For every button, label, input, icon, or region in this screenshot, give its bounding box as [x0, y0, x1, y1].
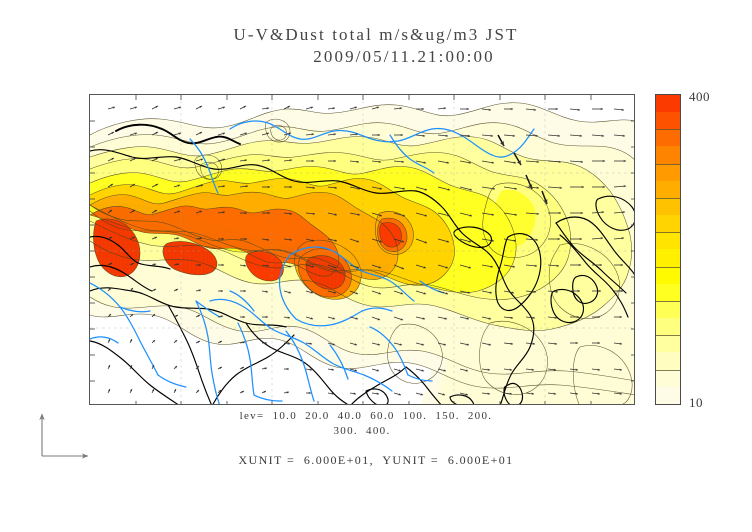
dust-concentration-map [90, 95, 634, 404]
map-plot-area[interactable] [89, 94, 635, 405]
colorbar-band [656, 146, 680, 164]
colorbar-band [656, 232, 680, 250]
colorbar-band [656, 318, 680, 336]
colorbar-legend[interactable]: 400 10 [655, 89, 710, 410]
colorbar-min-label: 10 [689, 395, 703, 410]
wind-vectors-strong [497, 134, 548, 205]
colorbar-gradient[interactable] [655, 94, 681, 405]
axis-ticks [90, 95, 634, 404]
chart-title-block: U-V&Dust total m/s&ug/m3 JST 2009/05/11.… [0, 24, 752, 68]
map-gridlines [90, 95, 634, 404]
colorbar-band [656, 300, 680, 319]
contour-levels-line-1: lev= 10.0 20.0 40.0 60.0 100. 150. 200. [239, 410, 493, 422]
colorbar-band [656, 180, 680, 198]
colorbar-band [656, 197, 680, 216]
colorbar-band [656, 163, 680, 181]
colorbar-band [656, 112, 680, 130]
colorbar-band [656, 335, 680, 353]
colorbar-band [656, 283, 680, 301]
colorbar-band [656, 95, 680, 113]
contour-levels-line-2: 300. 400. [333, 425, 391, 437]
colorbar-band [656, 369, 680, 387]
coastlines [90, 123, 634, 404]
colorbar-band [656, 386, 680, 404]
colorbar-band [656, 249, 680, 267]
contour-levels-block: lev= 10.0 20.0 40.0 60.0 100. 150. 200. … [89, 409, 635, 439]
colorbar-band [656, 352, 680, 370]
vector-scale-reference [39, 413, 89, 459]
chart-title: U-V&Dust total m/s&ug/m3 JST [233, 25, 519, 44]
colorbar-band [656, 266, 680, 284]
colorbar-max-label: 400 [689, 89, 710, 104]
colorbar-band [656, 215, 680, 233]
wind-vectors [107, 105, 627, 396]
vector-unit-label: XUNIT = 6.000E+01, YUNIT = 6.000E+01 [238, 453, 514, 467]
dust-core-hatch [90, 202, 390, 290]
chart-timestamp: 2009/05/11.21:00:00 [313, 47, 495, 66]
colorbar-band [656, 129, 680, 147]
rivers [90, 120, 535, 404]
